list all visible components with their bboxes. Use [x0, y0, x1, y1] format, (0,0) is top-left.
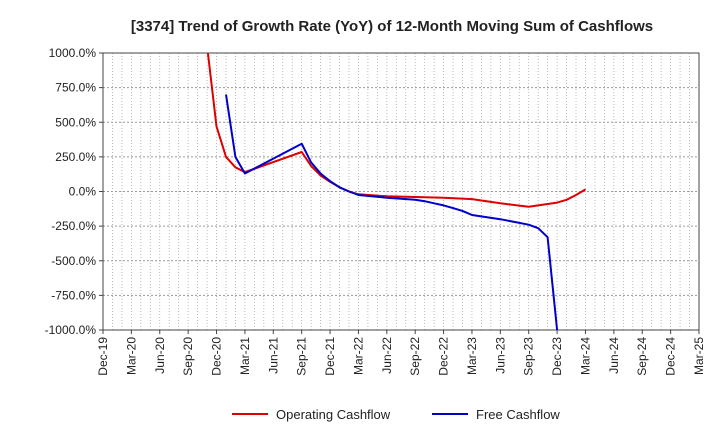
x-axis: Dec-19 Mar-20 Jun-20 Sep-20 Dec-20 Mar-21 Jun-…	[96, 330, 706, 376]
x-tick-label: Jun-23	[493, 337, 507, 374]
y-tick-label: 750.0%	[55, 81, 96, 95]
x-tick-label: Sep-21	[295, 337, 309, 376]
x-tick-label: Jun-20	[153, 337, 167, 374]
x-tick-label: Jun-24	[607, 337, 621, 374]
x-tick-label: Jun-22	[380, 337, 394, 374]
y-tick-label: -750.0%	[51, 288, 96, 302]
y-tick-label: 0.0%	[69, 185, 97, 199]
y-tick-label: -1000.0%	[45, 323, 97, 337]
x-tick-label: Mar-20	[124, 337, 138, 375]
y-tick-label: 250.0%	[55, 150, 96, 164]
chart-title: [3374] Trend of Growth Rate (YoY) of 12-…	[131, 18, 653, 35]
x-tick-label: Dec-21	[323, 337, 337, 376]
x-tick-label: Dec-20	[210, 337, 224, 376]
x-tick-label: Mar-23	[465, 337, 479, 375]
x-tick-label: Dec-22	[437, 337, 451, 376]
grid	[103, 52, 699, 331]
y-tick-label: -500.0%	[51, 254, 96, 268]
x-tick-label: Jun-21	[266, 337, 280, 374]
series-line-free-cashflow	[225, 94, 559, 330]
x-tick-label: Mar-22	[351, 337, 365, 375]
x-tick-label: Dec-19	[96, 337, 110, 376]
x-tick-label: Mar-25	[692, 337, 706, 375]
x-tick-label: Mar-21	[238, 337, 252, 375]
series-lines	[206, 53, 587, 330]
y-tick-label: -250.0%	[51, 219, 96, 233]
legend: Operating Cashflow Free Cashflow	[232, 407, 560, 422]
x-tick-label: Sep-20	[181, 337, 195, 376]
x-tick-label: Dec-24	[664, 337, 678, 376]
y-tick-label: 1000.0%	[49, 46, 97, 60]
x-tick-label: Mar-24	[578, 337, 592, 375]
y-axis: 1000.0% 750.0% 500.0% 250.0% 0.0% -250.0% -500…	[45, 46, 103, 337]
x-tick-label: Sep-24	[635, 337, 649, 376]
legend-label-free-cashflow: Free Cashflow	[476, 407, 560, 422]
x-tick-label: Sep-22	[408, 337, 422, 376]
legend-label-operating-cashflow: Operating Cashflow	[276, 407, 391, 422]
y-tick-label: 500.0%	[55, 115, 96, 129]
x-tick-label: Dec-23	[550, 337, 564, 376]
x-tick-label: Sep-23	[522, 337, 536, 376]
